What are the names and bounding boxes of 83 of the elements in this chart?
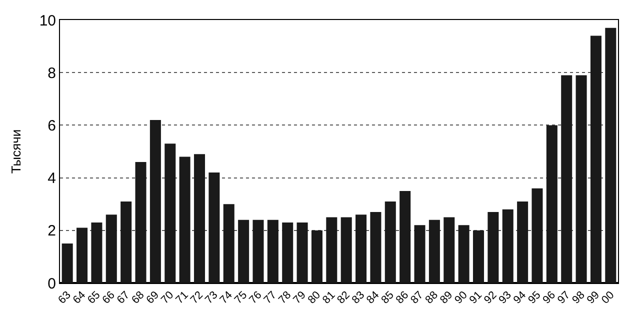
bar bbox=[590, 36, 602, 283]
bar bbox=[62, 244, 73, 283]
x-tick-label: 97 bbox=[555, 289, 573, 306]
x-tick-label: 75 bbox=[232, 289, 250, 306]
y-tick-label: 2 bbox=[48, 222, 56, 240]
x-tick-label: 65 bbox=[86, 289, 103, 306]
bar bbox=[91, 222, 102, 283]
bar bbox=[428, 220, 440, 283]
bar bbox=[120, 201, 132, 283]
bar bbox=[356, 214, 367, 283]
y-tick-label: 8 bbox=[48, 64, 56, 82]
x-tick-label: 90 bbox=[452, 289, 470, 306]
x-tick-label: 67 bbox=[114, 289, 132, 306]
x-tick-label: 88 bbox=[423, 289, 440, 306]
bar bbox=[311, 230, 322, 283]
x-tick-label: 96 bbox=[540, 289, 558, 306]
x-tick-label: 89 bbox=[438, 289, 456, 306]
x-tick-label: 86 bbox=[394, 289, 412, 306]
bar bbox=[296, 222, 308, 283]
x-tick-label: 91 bbox=[467, 289, 485, 306]
y-axis-title: Тысячи bbox=[8, 129, 24, 174]
bar bbox=[561, 75, 572, 283]
x-tick-label: 76 bbox=[247, 289, 264, 306]
x-tick-label: 98 bbox=[570, 289, 588, 306]
x-tick-label: 80 bbox=[306, 289, 323, 306]
bar bbox=[546, 125, 558, 283]
x-tick-label: 79 bbox=[291, 289, 308, 306]
x-tick-label: 00 bbox=[600, 289, 617, 306]
x-tick-label: 73 bbox=[203, 289, 220, 306]
bar bbox=[384, 201, 396, 283]
bar bbox=[238, 220, 250, 283]
x-tick-label: 66 bbox=[100, 289, 118, 306]
x-tick-label: 82 bbox=[335, 289, 352, 306]
x-tick-label: 64 bbox=[70, 289, 88, 306]
bar bbox=[76, 228, 88, 283]
x-tick-label: 99 bbox=[584, 289, 602, 306]
x-tick-label: 70 bbox=[158, 289, 176, 306]
x-tick-label: 84 bbox=[364, 289, 382, 306]
bar bbox=[106, 214, 117, 283]
bar bbox=[223, 204, 234, 283]
x-tick-label: 83 bbox=[350, 289, 368, 306]
bar bbox=[517, 201, 528, 283]
bar bbox=[532, 188, 543, 283]
x-tick-label: 94 bbox=[511, 289, 529, 306]
bar bbox=[444, 217, 455, 283]
bar bbox=[576, 75, 587, 283]
y-tick-label: 4 bbox=[48, 170, 56, 188]
bar bbox=[164, 144, 176, 283]
x-tick-label: 92 bbox=[482, 289, 500, 306]
bar bbox=[135, 162, 146, 283]
bar bbox=[370, 212, 382, 283]
x-tick-label: 78 bbox=[276, 289, 294, 306]
y-tick-label: 10 bbox=[39, 12, 56, 30]
x-tick-label: 69 bbox=[144, 289, 162, 306]
x-tick-label: 72 bbox=[188, 289, 206, 306]
bar bbox=[194, 154, 206, 283]
bar bbox=[208, 172, 220, 283]
bar bbox=[340, 217, 352, 283]
bar bbox=[605, 28, 616, 283]
bar bbox=[179, 156, 190, 283]
bar bbox=[150, 120, 161, 283]
bar bbox=[267, 220, 278, 283]
bar bbox=[282, 222, 294, 283]
x-tick-label: 63 bbox=[56, 289, 74, 306]
bar bbox=[458, 225, 470, 283]
bar bbox=[488, 212, 499, 283]
bar bbox=[472, 230, 484, 283]
bar bbox=[502, 209, 514, 283]
x-tick-label: 77 bbox=[262, 289, 279, 306]
x-tick-label: 95 bbox=[526, 289, 544, 306]
bar bbox=[414, 225, 426, 283]
x-tick-label: 71 bbox=[174, 289, 191, 306]
x-tick-label: 87 bbox=[408, 289, 426, 306]
x-tick-label: 93 bbox=[496, 289, 514, 306]
y-tick-label: 6 bbox=[48, 117, 56, 134]
x-tick-label: 74 bbox=[218, 289, 235, 306]
x-tick-label: 85 bbox=[379, 289, 396, 306]
bar bbox=[400, 190, 411, 283]
x-tick-label: 68 bbox=[130, 289, 147, 306]
bar bbox=[326, 217, 338, 283]
bar bbox=[252, 220, 264, 283]
y-tick-label: 0 bbox=[48, 275, 56, 292]
x-tick-label: 81 bbox=[320, 289, 338, 306]
